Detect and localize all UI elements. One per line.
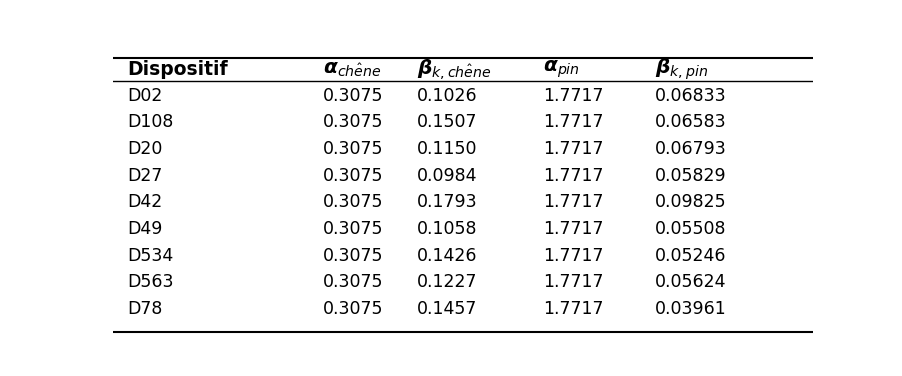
Text: 0.3075: 0.3075 xyxy=(323,114,382,132)
Text: 0.05624: 0.05624 xyxy=(655,273,726,291)
Text: 1.7717: 1.7717 xyxy=(543,273,603,291)
Text: D42: D42 xyxy=(126,193,162,211)
Text: 0.05246: 0.05246 xyxy=(655,247,726,265)
Text: 0.3075: 0.3075 xyxy=(323,273,382,291)
Text: 0.3075: 0.3075 xyxy=(323,140,382,158)
Text: 0.1026: 0.1026 xyxy=(417,87,477,105)
Text: 1.7717: 1.7717 xyxy=(543,220,603,238)
Text: 0.05508: 0.05508 xyxy=(655,220,726,238)
Text: D20: D20 xyxy=(126,140,162,158)
Text: $\boldsymbol{\beta}_{\mathit{k,ch\hat{e}ne}}$: $\boldsymbol{\beta}_{\mathit{k,ch\hat{e}… xyxy=(417,57,492,82)
Text: D534: D534 xyxy=(126,247,173,265)
Text: 0.05829: 0.05829 xyxy=(655,167,726,185)
Text: D49: D49 xyxy=(126,220,162,238)
Text: 0.06793: 0.06793 xyxy=(655,140,726,158)
Text: 1.7717: 1.7717 xyxy=(543,167,603,185)
Text: 0.3075: 0.3075 xyxy=(323,220,382,238)
Text: 0.3075: 0.3075 xyxy=(323,87,382,105)
Text: 0.3075: 0.3075 xyxy=(323,167,382,185)
Text: 1.7717: 1.7717 xyxy=(543,300,603,318)
Text: 0.3075: 0.3075 xyxy=(323,300,382,318)
Text: 0.1507: 0.1507 xyxy=(417,114,477,132)
Text: D78: D78 xyxy=(126,300,162,318)
Text: 0.06583: 0.06583 xyxy=(655,114,726,132)
Text: 1.7717: 1.7717 xyxy=(543,87,603,105)
Text: $\boldsymbol{\beta}_{\mathit{k,pin}}$: $\boldsymbol{\beta}_{\mathit{k,pin}}$ xyxy=(655,57,707,82)
Text: 1.7717: 1.7717 xyxy=(543,193,603,211)
Text: D563: D563 xyxy=(126,273,173,291)
Text: 0.1058: 0.1058 xyxy=(417,220,477,238)
Text: 0.3075: 0.3075 xyxy=(323,247,382,265)
Text: $\boldsymbol{\alpha}_{\mathit{ch\hat{e}ne}}$: $\boldsymbol{\alpha}_{\mathit{ch\hat{e}n… xyxy=(323,60,381,79)
Text: D27: D27 xyxy=(126,167,162,185)
Text: 1.7717: 1.7717 xyxy=(543,247,603,265)
Text: 1.7717: 1.7717 xyxy=(543,140,603,158)
Text: 0.1793: 0.1793 xyxy=(417,193,477,211)
Text: 0.1457: 0.1457 xyxy=(417,300,477,318)
Text: 0.06833: 0.06833 xyxy=(655,87,726,105)
Text: 0.03961: 0.03961 xyxy=(655,300,726,318)
Text: 0.0984: 0.0984 xyxy=(417,167,477,185)
Text: $\boldsymbol{\alpha}_{\mathit{pin}}$: $\boldsymbol{\alpha}_{\mathit{pin}}$ xyxy=(543,59,579,80)
Text: 0.1150: 0.1150 xyxy=(417,140,477,158)
Text: D108: D108 xyxy=(126,114,173,132)
Text: 0.1227: 0.1227 xyxy=(417,273,477,291)
Text: 0.3075: 0.3075 xyxy=(323,193,382,211)
Text: Dispositif: Dispositif xyxy=(126,60,227,79)
Text: 1.7717: 1.7717 xyxy=(543,114,603,132)
Text: 0.1426: 0.1426 xyxy=(417,247,477,265)
Text: D02: D02 xyxy=(126,87,162,105)
Text: 0.09825: 0.09825 xyxy=(655,193,726,211)
